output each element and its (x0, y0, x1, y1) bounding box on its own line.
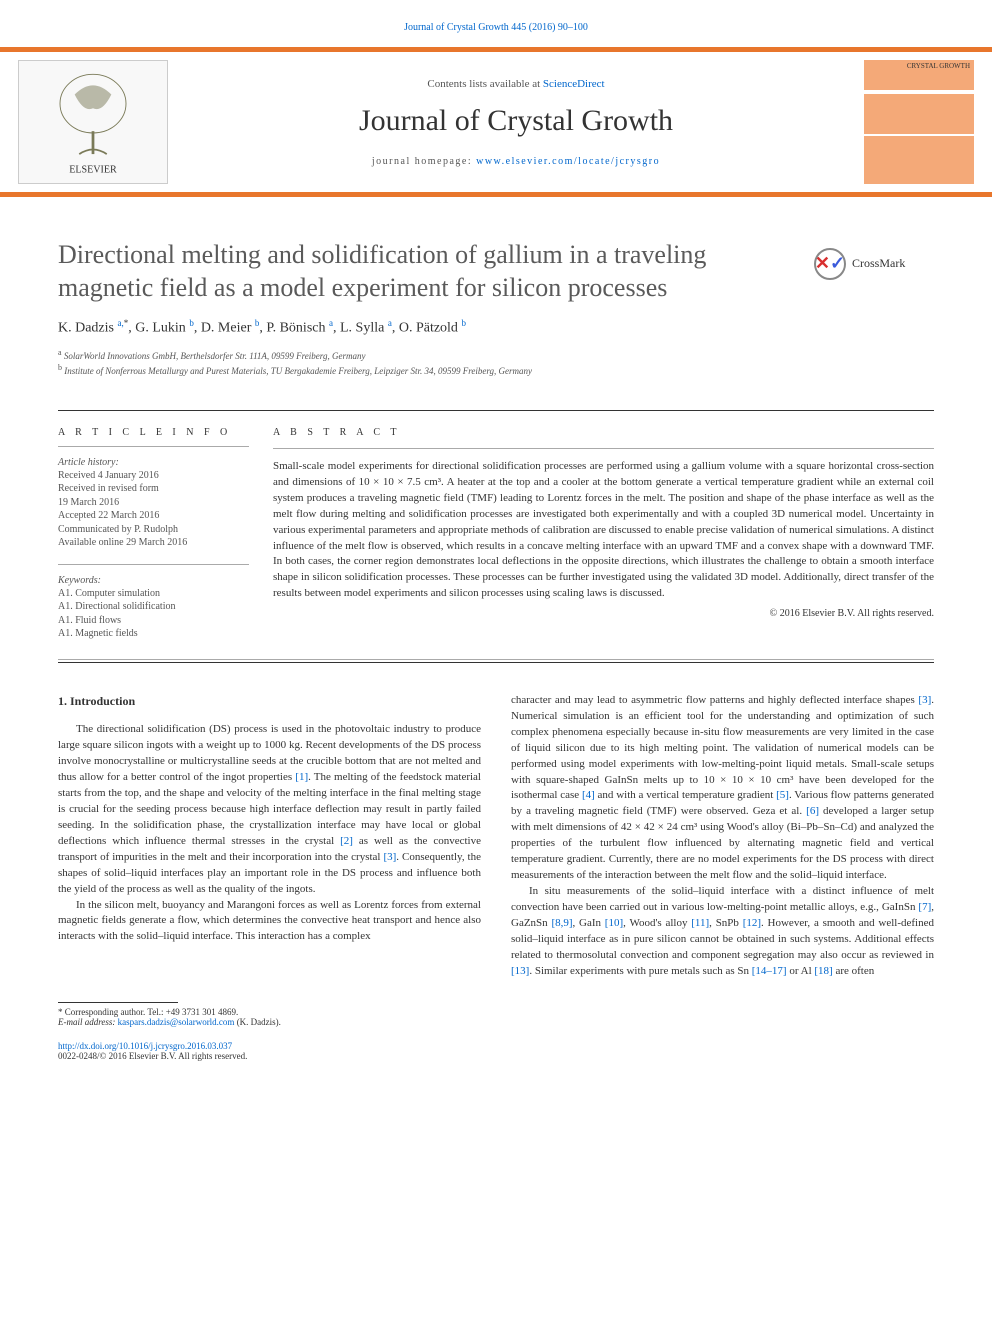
contents-prefix: Contents lists available at (427, 78, 542, 90)
homepage-link[interactable]: www.elsevier.com/locate/jcrysgro (476, 156, 660, 167)
history-line: Communicated by P. Rudolph (58, 523, 249, 537)
body-paragraph: In the silicon melt, buoyancy and Marang… (58, 898, 481, 946)
article-title: Directional melting and solidification o… (58, 239, 794, 304)
sciencedirect-link[interactable]: ScienceDirect (543, 78, 605, 90)
crossmark-label: CrossMark (852, 256, 905, 271)
abstract-text: Small-scale model experiments for direct… (273, 459, 934, 602)
journal-homepage-line: journal homepage: www.elsevier.com/locat… (372, 156, 660, 167)
svg-text:ELSEVIER: ELSEVIER (69, 164, 117, 175)
article-info-heading: A R T I C L E I N F O (58, 427, 249, 438)
authors-line: K. Dadzis a,*, G. Lukin b, D. Meier b, P… (58, 318, 794, 337)
contents-lists-line: Contents lists available at ScienceDirec… (427, 78, 604, 90)
crossmark-icon: ✕✓ (814, 248, 846, 280)
affiliation: a SolarWorld Innovations GmbH, Berthelsd… (58, 347, 794, 363)
email-link[interactable]: kaspars.dadzis@solarworld.com (118, 1017, 235, 1027)
body-paragraph: The directional solidification (DS) proc… (58, 722, 481, 897)
history-line: Available online 29 March 2016 (58, 536, 249, 550)
journal-masthead: ELSEVIER Contents lists available at Sci… (0, 47, 992, 197)
citation-link[interactable]: Journal of Crystal Growth 445 (2016) 90–… (404, 22, 588, 33)
keywords-label: Keywords: (58, 575, 249, 586)
crossmark-badge[interactable]: ✕✓ CrossMark (814, 245, 934, 282)
keyword: A1. Computer simulation (58, 587, 249, 601)
page-header-citation: Journal of Crystal Growth 445 (2016) 90–… (0, 0, 992, 47)
elsevier-tree-icon: ELSEVIER (43, 67, 143, 177)
cover-stripe (864, 136, 974, 184)
affiliations-block: a SolarWorld Innovations GmbH, Berthelsd… (58, 347, 794, 378)
keyword: A1. Directional solidification (58, 600, 249, 614)
history-line: Received in revised form (58, 482, 249, 496)
section-heading: 1. Introduction (58, 693, 481, 710)
publisher-logo: ELSEVIER (18, 60, 168, 184)
masthead-center: Contents lists available at ScienceDirec… (168, 52, 864, 192)
abstract-column: A B S T R A C T Small-scale model experi… (273, 427, 934, 641)
body-column-left: 1. Introduction The directional solidifi… (58, 693, 481, 980)
abstract-copyright: © 2016 Elsevier B.V. All rights reserved… (273, 608, 934, 619)
body-two-column: 1. Introduction The directional solidifi… (0, 663, 992, 990)
article-info-column: A R T I C L E I N F O Article history: R… (58, 427, 273, 641)
history-line: Received 4 January 2016 (58, 469, 249, 483)
cover-stripe (864, 94, 974, 134)
doi-link[interactable]: http://dx.doi.org/10.1016/j.jcrysgro.201… (58, 1041, 232, 1051)
keyword: A1. Fluid flows (58, 614, 249, 628)
history-line: Accepted 22 March 2016 (58, 509, 249, 523)
history-line: 19 March 2016 (58, 496, 249, 510)
footer-doi-block: http://dx.doi.org/10.1016/j.jcrysgro.201… (0, 1037, 992, 1081)
body-paragraph: In situ measurements of the solid–liquid… (511, 884, 934, 980)
corresponding-author: * Corresponding author. Tel.: +49 3731 3… (58, 1007, 438, 1017)
history-label: Article history: (58, 457, 249, 468)
article-header: Directional melting and solidification o… (0, 197, 992, 396)
cover-brand-text: CRYSTAL GROWTH (864, 60, 974, 92)
journal-name: Journal of Crystal Growth (359, 104, 673, 138)
email-line: E-mail address: kaspars.dadzis@solarworl… (58, 1017, 438, 1027)
affiliation: b Institute of Nonferrous Metallurgy and… (58, 362, 794, 378)
info-abstract-row: A R T I C L E I N F O Article history: R… (0, 411, 992, 659)
journal-cover-thumb: CRYSTAL GROWTH (864, 60, 974, 184)
body-paragraph: character and may lead to asymmetric flo… (511, 693, 934, 884)
footnotes-block: * Corresponding author. Tel.: +49 3731 3… (0, 1003, 496, 1037)
body-column-right: character and may lead to asymmetric flo… (511, 693, 934, 980)
homepage-prefix: journal homepage: (372, 156, 476, 167)
issn-copyright: 0022-0248/© 2016 Elsevier B.V. All right… (58, 1051, 934, 1061)
keyword: A1. Magnetic fields (58, 627, 249, 641)
abstract-heading: A B S T R A C T (273, 427, 934, 438)
